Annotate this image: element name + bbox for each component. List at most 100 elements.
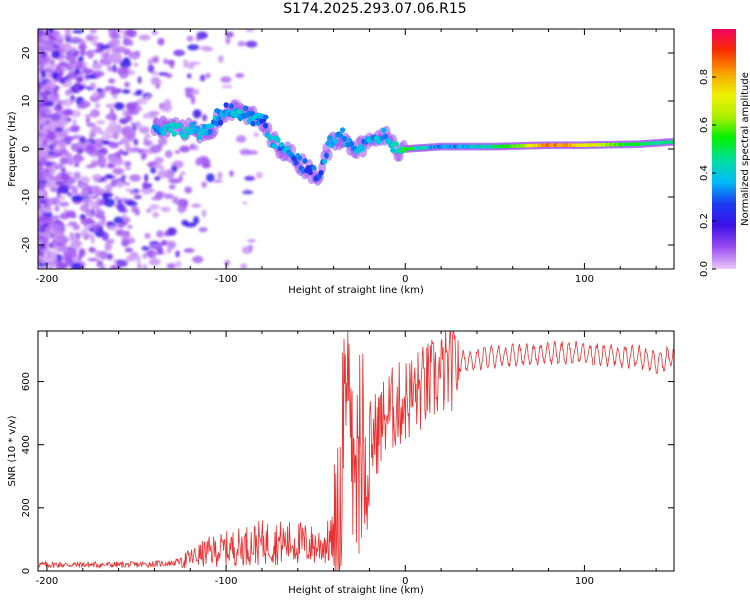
noise-blob	[69, 241, 80, 249]
noise-blob	[142, 181, 149, 190]
noise-blob	[41, 255, 47, 261]
noise-blob	[61, 246, 69, 254]
y-tick-label: 200	[21, 498, 32, 517]
noise-blob	[149, 258, 161, 266]
noise-blob	[117, 203, 126, 213]
y-tick-label: 20	[21, 47, 32, 60]
noise-blob	[55, 262, 67, 269]
noise-blob	[138, 34, 151, 41]
noise-blob	[253, 132, 259, 137]
noise-blob	[144, 173, 149, 182]
noise-blob	[129, 174, 142, 182]
noise-blob	[217, 171, 223, 180]
noise-blob	[149, 244, 161, 248]
noise-blob	[42, 139, 48, 145]
snr-y-ticks: 0 200 400 600	[21, 372, 674, 574]
noise-blob	[42, 101, 55, 107]
noise-blob	[51, 50, 61, 59]
spectrogram-x-label: Height of straight line (km)	[288, 285, 424, 296]
noise-blob	[89, 162, 99, 167]
ridge-cell	[338, 132, 344, 139]
noise-blob	[195, 157, 203, 166]
ridge-cell	[268, 135, 274, 142]
noise-blob	[56, 64, 66, 68]
noise-blob	[194, 144, 199, 151]
noise-blob	[229, 170, 234, 177]
ridge-cell	[182, 133, 188, 139]
noise-blob	[225, 31, 234, 38]
noise-blob	[205, 72, 211, 79]
ridge-cell	[218, 120, 224, 126]
noise-blob	[45, 39, 52, 47]
colorbar: 0.0 0.2 0.4 0.6 0.8 Normalized spectral ampl…	[699, 29, 750, 277]
noise-blob	[163, 193, 174, 200]
noise-blob	[187, 44, 200, 51]
noise-blob	[90, 235, 95, 244]
noise-blob	[56, 108, 63, 115]
noise-blob	[142, 252, 148, 260]
ridge-cell	[196, 134, 202, 141]
noise-blob	[147, 58, 153, 66]
noise-blob	[73, 171, 81, 180]
ridge-cell	[223, 102, 229, 108]
noise-blob	[167, 227, 177, 236]
snr-y-label: SNR (10 * v/v)	[7, 415, 18, 486]
noise-blob	[155, 83, 161, 89]
noise-blob	[125, 188, 135, 192]
noise-blob	[124, 160, 132, 168]
noise-blob	[56, 139, 64, 144]
noise-blob	[77, 85, 85, 90]
noise-blob	[164, 150, 173, 158]
ridge-cell	[168, 127, 174, 134]
noise-blob	[151, 164, 164, 169]
chart-title: S174.2025.293.07.06.R15	[283, 1, 467, 17]
noise-blob	[244, 176, 256, 181]
snr-panel: -200 -100 0 100 0 200 400 600 Height of straig…	[7, 330, 675, 596]
noise-blob	[60, 148, 69, 156]
noise-blob	[175, 149, 180, 154]
noise-blob	[116, 259, 128, 268]
noise-blob	[117, 224, 125, 229]
noise-blob	[89, 133, 95, 139]
ridge-cell	[250, 120, 256, 127]
noise-blob	[173, 49, 186, 57]
noise-blob	[142, 263, 148, 269]
ridge-branch-cell	[262, 114, 269, 120]
noise-blob	[38, 163, 44, 172]
ridge-cell	[323, 152, 329, 159]
noise-blob	[46, 251, 51, 260]
noise-blob	[152, 212, 160, 218]
colorbar-gradient	[712, 29, 736, 269]
noise-blob	[49, 169, 56, 175]
noise-blob	[38, 182, 45, 188]
noise-blob	[150, 77, 161, 84]
ridge-cell	[189, 122, 195, 128]
colorbar-label: Normalized spectral amplitude	[740, 72, 750, 226]
noise-blob	[108, 78, 116, 84]
noise-blob	[175, 250, 180, 258]
ridge-cell	[243, 105, 249, 112]
noise-blob	[63, 136, 72, 144]
noise-blob	[38, 221, 41, 227]
y-tick-label: 0	[21, 146, 32, 152]
noise-blob	[70, 263, 83, 269]
noise-blob	[89, 195, 99, 199]
noise-blob	[101, 140, 110, 145]
noise-blob	[77, 149, 84, 154]
noise-blob	[168, 178, 181, 184]
noise-blob	[89, 200, 98, 210]
noise-blob	[84, 114, 96, 118]
noise-blob	[141, 246, 150, 251]
noise-blob	[102, 130, 108, 135]
ridge-cell	[262, 122, 269, 129]
noise-blob	[64, 257, 74, 265]
x-tick-label: 100	[575, 274, 594, 285]
noise-blob	[183, 248, 195, 253]
noise-blob	[186, 35, 194, 42]
ridge-cell	[340, 127, 346, 133]
noise-blob	[47, 129, 53, 135]
ridge-cell	[359, 146, 365, 152]
noise-blob	[80, 182, 89, 186]
noise-blob	[237, 41, 246, 47]
